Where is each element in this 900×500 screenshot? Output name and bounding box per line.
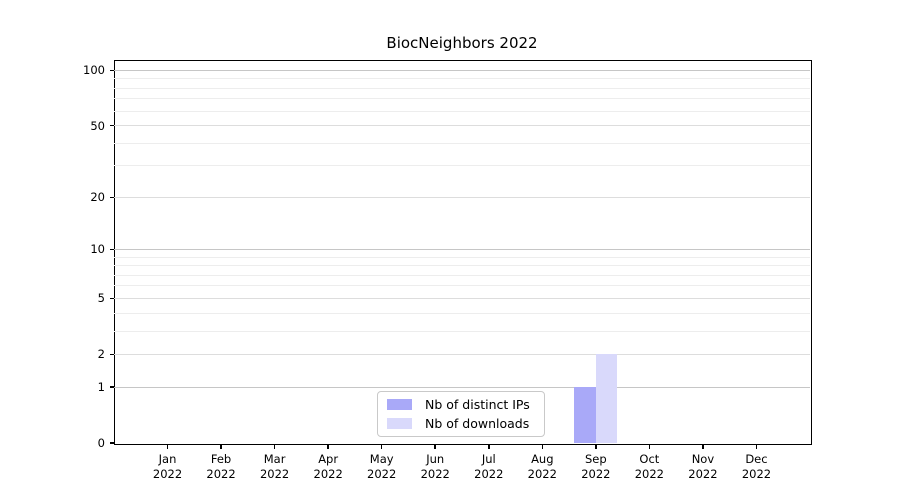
x-tick-label: Jun 2022 xyxy=(420,452,450,481)
y-axis-tick xyxy=(110,386,114,388)
gridline-minor xyxy=(114,78,810,80)
y-axis-tick xyxy=(110,297,114,300)
y-tick-label: 20 xyxy=(90,190,105,205)
y-axis-tick xyxy=(110,196,114,198)
x-tick-label: Mar 2022 xyxy=(259,452,290,481)
x-axis-tick xyxy=(595,444,597,449)
gridline-minor xyxy=(114,98,810,100)
gridline-major xyxy=(114,248,810,250)
legend-label-downloads: Nb of downloads xyxy=(425,416,530,432)
gridline-minor xyxy=(114,265,810,267)
x-axis-tick xyxy=(273,444,276,449)
gridline xyxy=(114,196,810,198)
x-tick-label: Feb 2022 xyxy=(206,452,236,481)
gridline-minor xyxy=(114,285,810,287)
x-axis-tick xyxy=(488,444,490,449)
x-tick-label: Apr 2022 xyxy=(313,452,343,481)
y-axis-tick xyxy=(110,248,114,251)
plot-area xyxy=(114,60,812,445)
x-axis-tick xyxy=(166,444,169,449)
x-tick-label: Sep 2022 xyxy=(581,452,611,481)
gridline xyxy=(114,125,810,127)
x-axis-tick xyxy=(702,444,704,449)
legend-item-downloads: Nb of downloads xyxy=(387,416,535,433)
x-tick-label: Dec 2022 xyxy=(741,452,772,481)
x-axis-tick xyxy=(220,444,222,449)
legend: Nb of distinct IPs Nb of downloads xyxy=(377,391,545,437)
legend-swatch-distinct-ips-icon xyxy=(387,398,412,410)
gridline-minor xyxy=(114,312,810,314)
gridline-minor xyxy=(114,142,810,144)
x-axis-tick xyxy=(327,444,329,449)
x-axis-tick xyxy=(434,444,436,449)
x-tick-label: Aug 2022 xyxy=(527,452,557,481)
gridline-minor xyxy=(114,330,810,332)
gridline-major xyxy=(114,69,810,71)
x-axis-tick xyxy=(755,444,758,449)
y-tick-label: 100 xyxy=(83,63,105,78)
y-tick-label: 1 xyxy=(97,380,105,395)
legend-label-distinct-ips: Nb of distinct IPs xyxy=(425,396,530,412)
bar-distinct-ips xyxy=(574,387,596,443)
gridline-minor xyxy=(114,274,810,276)
gridline xyxy=(114,353,810,355)
x-axis-tick xyxy=(648,444,651,449)
gridline-major xyxy=(114,386,810,388)
x-axis-tick xyxy=(380,444,383,449)
bar-downloads xyxy=(595,354,618,443)
x-tick-label: Jul 2022 xyxy=(474,452,504,481)
gridline-minor xyxy=(114,165,810,167)
y-tick-label: 2 xyxy=(97,347,105,362)
gridline-minor xyxy=(114,87,810,89)
y-tick-label: 5 xyxy=(97,291,105,306)
y-axis-tick xyxy=(110,442,114,444)
y-tick-label: 0 xyxy=(97,436,105,450)
x-tick-label: Jan 2022 xyxy=(152,452,183,481)
x-axis-tick xyxy=(541,444,544,449)
legend-item-distinct-ips: Nb of distinct IPs xyxy=(387,396,535,413)
x-tick-label: Nov 2022 xyxy=(688,452,718,481)
y-tick-label: 50 xyxy=(90,118,105,133)
legend-swatch-downloads-icon xyxy=(387,418,412,430)
chart-title: BiocNeighbors 2022 xyxy=(386,34,538,52)
y-axis-tick xyxy=(110,69,114,72)
x-tick-label: Oct 2022 xyxy=(634,452,665,481)
gridline-minor xyxy=(114,256,810,258)
x-tick-label: May 2022 xyxy=(367,452,397,481)
gridline xyxy=(114,297,810,299)
y-tick-label: 10 xyxy=(90,242,105,257)
gridline-minor xyxy=(114,110,810,112)
y-axis-tick xyxy=(110,124,114,127)
y-axis-tick xyxy=(110,353,114,356)
